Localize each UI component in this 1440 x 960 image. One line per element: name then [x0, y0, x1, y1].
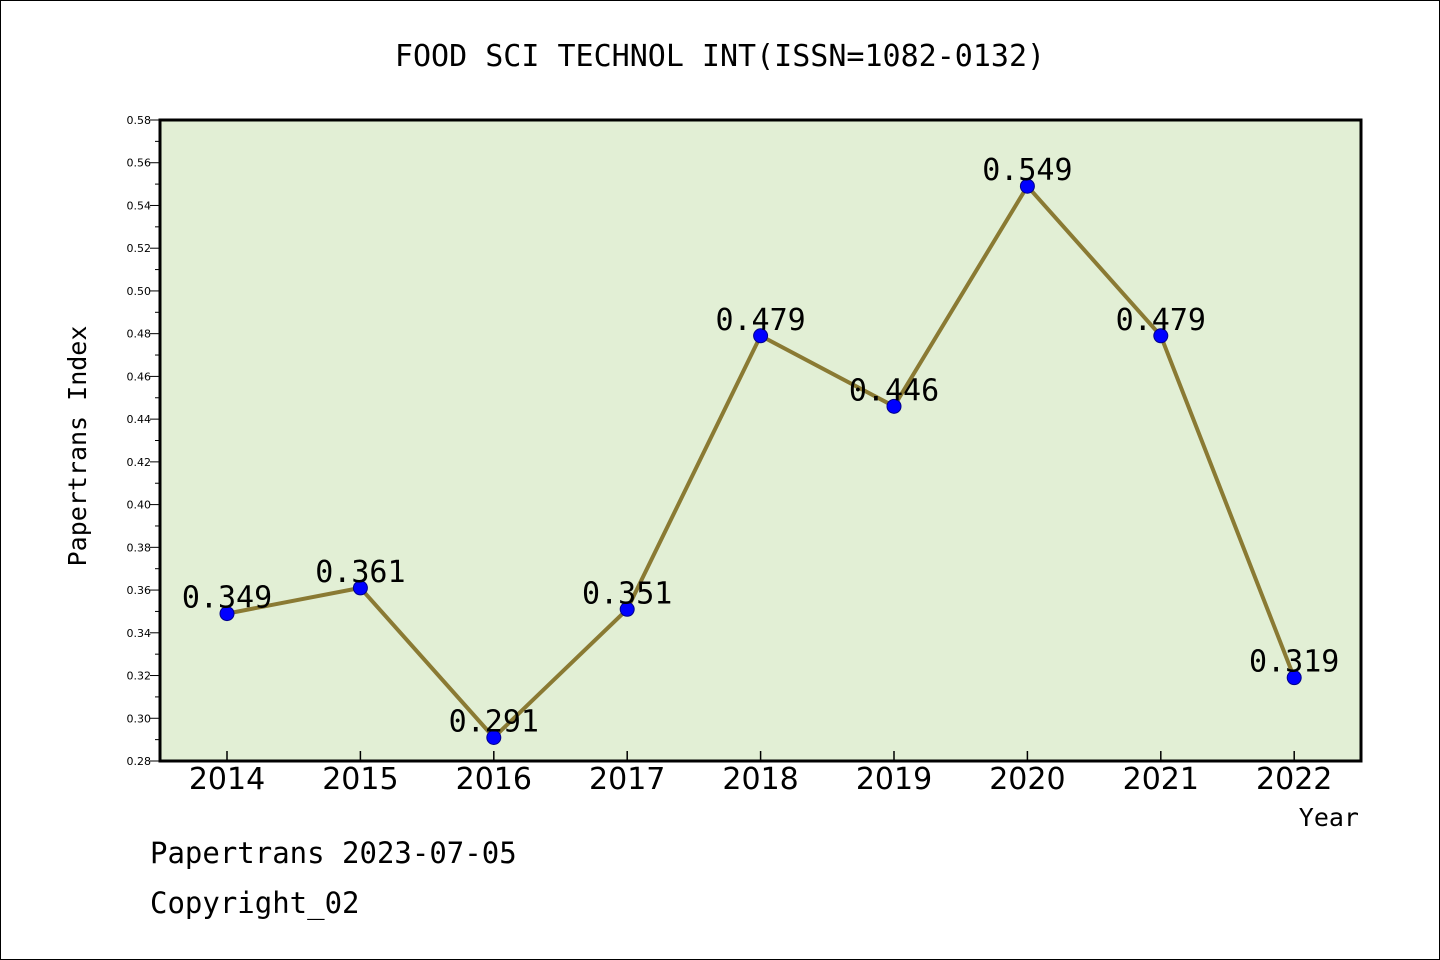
data-label: 0.361: [315, 555, 405, 590]
data-point: [352, 580, 368, 596]
data-label: 0.291: [449, 704, 539, 739]
data-label: 0.479: [1116, 303, 1206, 338]
data-label: 0.549: [982, 153, 1072, 188]
footer-source: Papertrans 2023-07-05: [150, 836, 517, 870]
data-point: [1286, 670, 1302, 686]
data-point: [1153, 328, 1169, 344]
footer-copyright: Copyright_02: [150, 886, 360, 920]
y-tick-label: 0.44: [127, 413, 152, 426]
x-axis: 2014 2015 2016 2017 2018 2019 2020 2021 2022: [189, 751, 1332, 797]
y-tick-label: 0.50: [127, 285, 152, 298]
x-axis-label: Year: [1299, 803, 1359, 832]
x-tick-label: 2015: [322, 762, 398, 797]
y-tick-label: 0.32: [127, 670, 152, 683]
plot-area: [160, 120, 1361, 761]
y-axis-label: Papertrans Index: [63, 326, 92, 567]
data-label: 0.349: [182, 581, 272, 616]
y-tick-label: 0.42: [127, 456, 152, 469]
y-tick-label: 0.56: [127, 157, 152, 170]
data-point: [886, 398, 902, 414]
data-label: 0.479: [715, 303, 805, 338]
y-tick-label: 0.34: [127, 627, 152, 640]
x-tick-label: 2021: [1123, 762, 1199, 797]
x-tick-label: 2018: [722, 762, 798, 797]
chart-title: FOOD SCI TECHNOL INT(ISSN=1082-0132): [395, 39, 1045, 74]
data-label: 0.446: [849, 373, 939, 408]
x-tick-label: 2022: [1256, 762, 1332, 797]
data-point: [219, 606, 235, 622]
data-label: 0.319: [1249, 645, 1339, 680]
data-point: [619, 601, 635, 617]
y-tick-label: 0.30: [127, 712, 152, 725]
y-axis: 0.28 0.30 0.32 0.34 0.36 0.38 0.40 0.42 0.44 0.46…: [127, 114, 160, 768]
y-tick-label: 0.40: [127, 499, 152, 512]
data-point: [1019, 178, 1035, 194]
data-label: 0.351: [582, 576, 672, 611]
y-tick-label: 0.36: [127, 584, 152, 597]
x-tick-label: 2016: [456, 762, 532, 797]
x-tick-label: 2020: [989, 762, 1065, 797]
y-tick-label: 0.38: [127, 541, 152, 554]
plot-border: [158, 118, 1363, 763]
y-tick-label: 0.48: [127, 328, 152, 341]
y-tick-label: 0.52: [127, 242, 152, 255]
y-tick-label: 0.28: [127, 755, 152, 768]
data-point: [753, 328, 769, 344]
y-tick-label: 0.46: [127, 370, 152, 383]
x-tick-label: 2017: [589, 762, 665, 797]
y-tick-label: 0.54: [127, 199, 152, 212]
data-labels: 0.349 0.361 0.291 0.351 0.479 0.446 0.549 0.479…: [182, 153, 1340, 739]
data-point: [486, 729, 502, 745]
x-tick-label: 2014: [189, 762, 265, 797]
x-tick-label: 2019: [856, 762, 932, 797]
y-tick-label: 0.58: [127, 114, 152, 127]
data-markers: [219, 178, 1302, 745]
